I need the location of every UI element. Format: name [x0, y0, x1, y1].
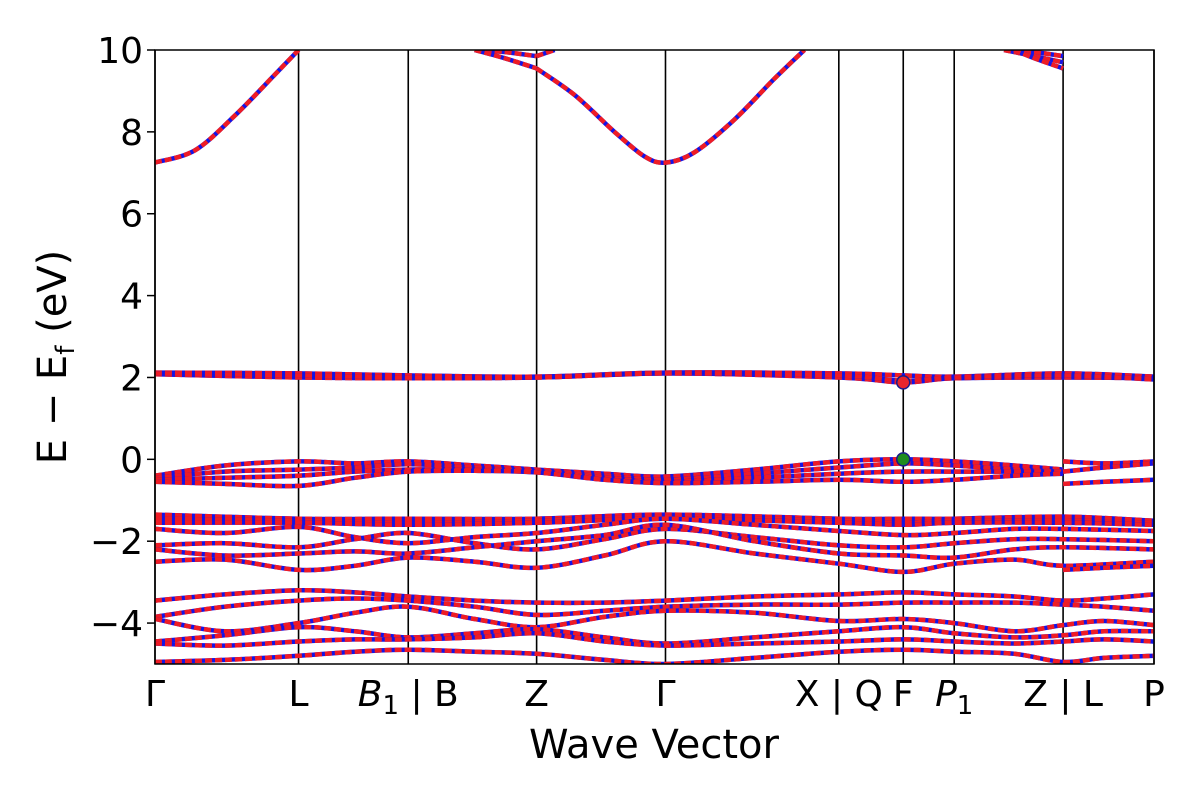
vbm-marker [896, 452, 911, 467]
band-line-red [155, 630, 1154, 648]
band-line-red [155, 526, 1154, 552]
y-tick-label: 2 [120, 358, 143, 399]
band-line-red [535, 50, 556, 59]
band-line-red [1062, 461, 1154, 474]
x-tick-label-main: X | Q [795, 674, 883, 715]
x-tick-label-main: Z | L [1023, 674, 1103, 715]
band-line-red [1063, 477, 1154, 487]
x-tick-label: L [289, 674, 309, 715]
x-tick-label-subscript: 1 [382, 691, 399, 721]
y-tick-label: 6 [120, 195, 143, 236]
special-points [896, 375, 911, 467]
y-tick-label: −2 [90, 522, 143, 563]
cbm-marker [896, 375, 911, 390]
x-tick-label-main: P [1143, 674, 1165, 715]
x-tick-label-main: Γ [145, 674, 165, 715]
x-tick-label: B1 | B [358, 674, 459, 721]
x-tick-label-main: B [358, 674, 383, 715]
band-line-red [1013, 50, 1064, 71]
x-tick-label: X | Q [795, 674, 883, 715]
band-line-blue [155, 50, 301, 165]
x-tick-label: Γ [145, 674, 165, 715]
x-tick-label-suffix: | B [399, 674, 459, 715]
y-axis-title-main: E − E [30, 355, 76, 465]
x-axis-title: Wave Vector [529, 722, 780, 768]
y-tick-label: −4 [90, 604, 143, 645]
x-tick-label: P [1143, 674, 1165, 715]
x-tick-label-main: F [893, 674, 914, 715]
y-axis-title: E − Ef (eV) [30, 250, 81, 465]
y-tick-label: 10 [97, 31, 143, 72]
x-tick-label: F [893, 674, 914, 715]
y-tick-label: 4 [120, 277, 143, 318]
band-line-red [155, 468, 1064, 489]
y-tick-label: 8 [120, 113, 143, 154]
band-line-blue [535, 50, 806, 165]
band-line-red [535, 50, 806, 165]
y-axis: −4 −2 0 2 4 6 8 10 [90, 31, 155, 645]
y-tick-label: 0 [120, 440, 143, 481]
x-tick-label-main: P [935, 674, 957, 715]
x-tick-label: Z [524, 674, 549, 715]
band-line-red [155, 522, 1154, 561]
y-axis-title-unit: (eV) [30, 250, 76, 346]
x-tick-label-subscript: 1 [957, 691, 974, 721]
band-line-red [155, 50, 301, 165]
band-line-red [155, 516, 1154, 546]
x-tick-label-main: Γ [655, 674, 675, 715]
band-line-red [155, 596, 1154, 620]
x-tick-label-main: Z [524, 674, 549, 715]
plot-frame [154, 49, 1155, 665]
x-tick-label-main: L [289, 674, 309, 715]
band-line-red [1062, 563, 1154, 573]
band-line-red [155, 604, 1154, 634]
band-line-red [1062, 459, 1154, 466]
band-line-red [155, 538, 1154, 575]
band-line-red [155, 371, 1154, 383]
y-axis-title-subscript: f [51, 345, 81, 355]
x-tick-label: Z | L [1023, 674, 1103, 715]
band-line-red [474, 50, 538, 71]
bands [155, 50, 1154, 664]
x-tick-label: Γ [655, 674, 675, 715]
x-tick-label: P1 [935, 674, 973, 721]
band-line-red [155, 588, 1154, 606]
